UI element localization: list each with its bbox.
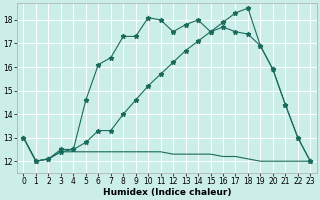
X-axis label: Humidex (Indice chaleur): Humidex (Indice chaleur) bbox=[103, 188, 231, 197]
